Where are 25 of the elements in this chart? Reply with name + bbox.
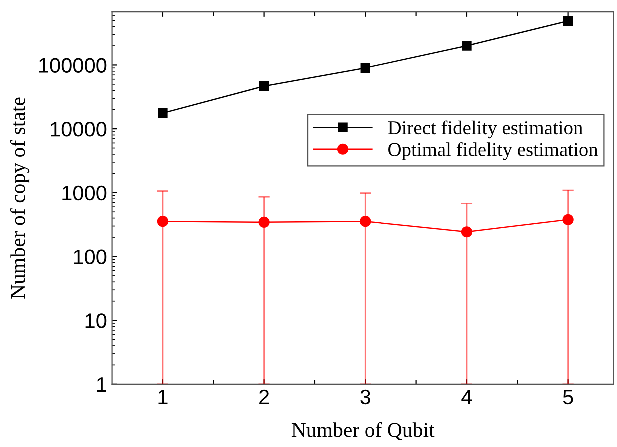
y-axis-title: Number of copy of state [10, 98, 30, 299]
y-tick-label: 1 [97, 378, 106, 392]
y-tick-label: 100 [74, 250, 107, 264]
y-tick-label: 10 [86, 314, 107, 328]
y-tick-label: 1000 [62, 186, 107, 201]
legend-label: Optimal fidelity estimation [388, 142, 598, 160]
x-tick-label: 1 [158, 390, 168, 404]
x-tick-label: 2 [260, 390, 270, 404]
x-tick-label: 3 [360, 390, 371, 405]
point [461, 226, 473, 238]
point [562, 214, 574, 226]
point [258, 216, 270, 228]
point [563, 16, 574, 26]
x-tick-label: 4 [462, 390, 472, 404]
x-tick-label: 5 [563, 390, 574, 405]
point [360, 63, 370, 73]
point [158, 108, 168, 118]
x-axis-title: Number of Qubit [292, 422, 435, 440]
y-tick-label: 100000 [40, 58, 107, 73]
point [157, 216, 169, 228]
legend-label: Direct fidelity estimation [388, 120, 583, 139]
y-tick-label: 10000 [51, 122, 107, 137]
point [462, 41, 472, 51]
point [360, 216, 372, 228]
point [259, 81, 270, 92]
